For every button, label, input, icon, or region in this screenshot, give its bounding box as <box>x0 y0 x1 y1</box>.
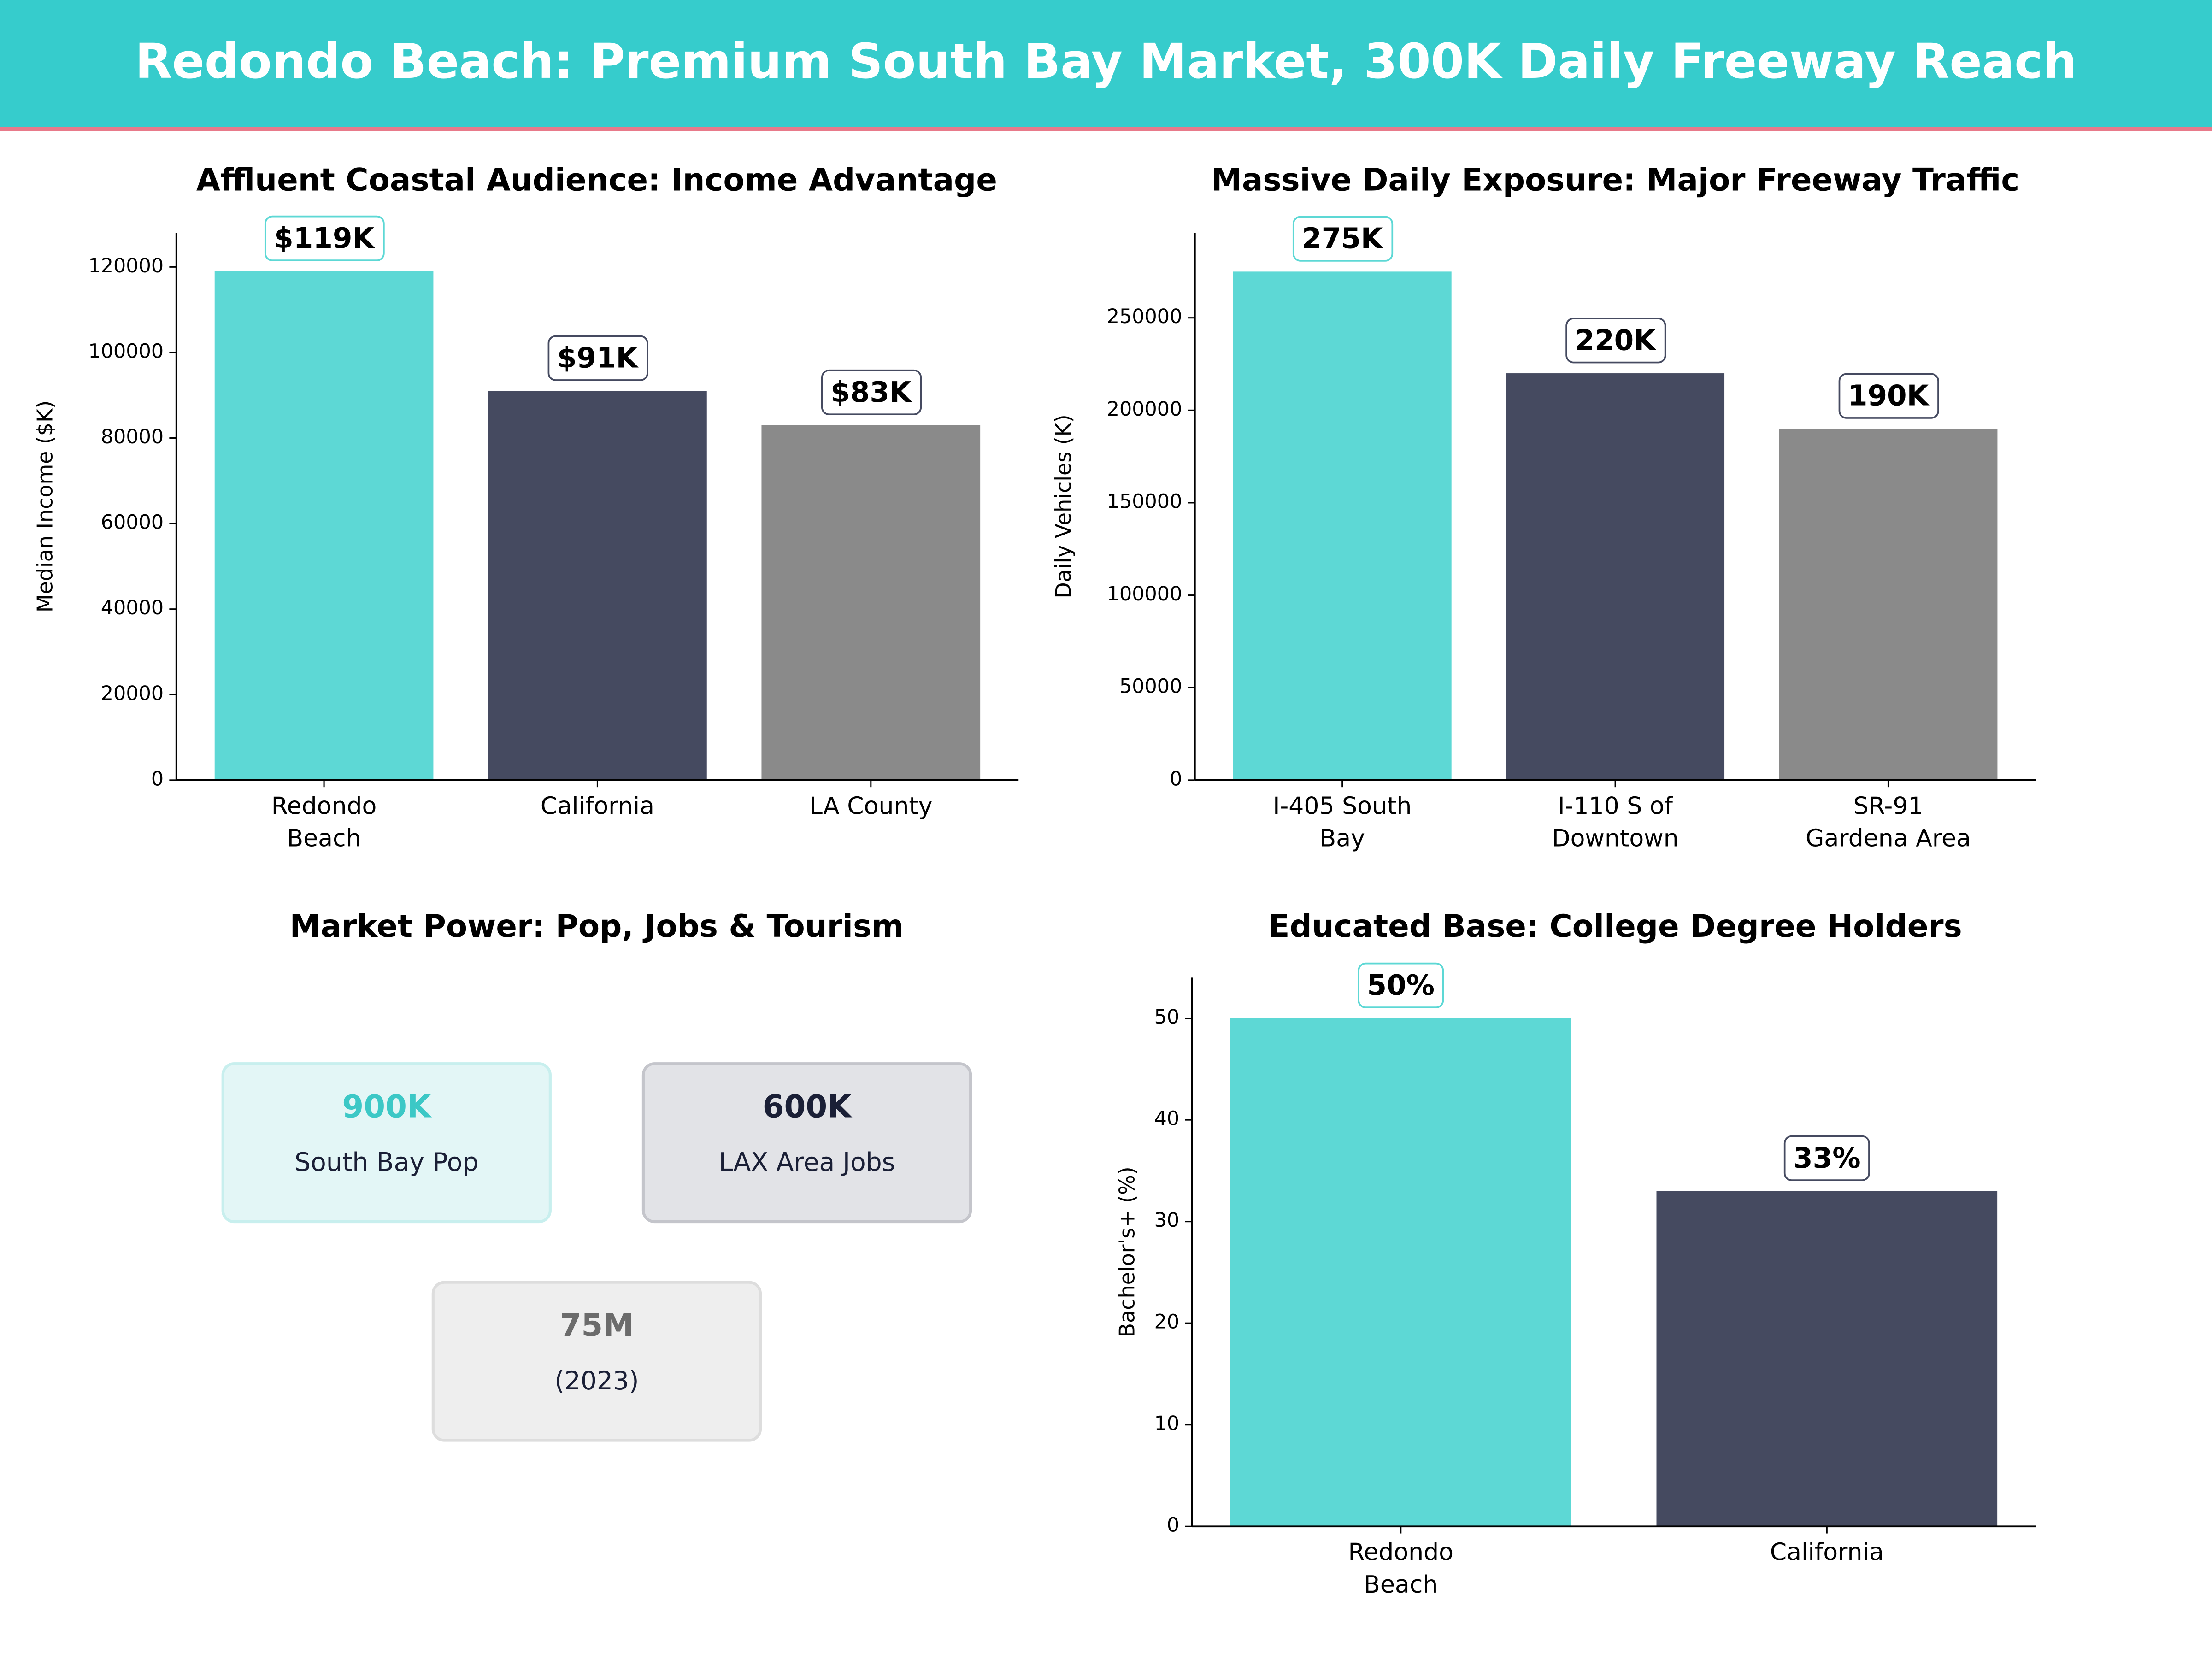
chart-title: Market Power: Pop, Jobs & Tourism <box>290 908 904 944</box>
bar <box>1233 271 1452 780</box>
y-tick-label: 50000 <box>1119 675 1182 698</box>
x-tick-label: Redondo Beach <box>271 792 377 852</box>
y-axis-label: Bachelor's+ (%) <box>1114 1166 1139 1337</box>
value-label-box <box>264 215 385 261</box>
bar <box>214 271 434 780</box>
y-tick-label: 0 <box>1167 1514 1179 1537</box>
value-label: $119K <box>274 222 375 255</box>
header-accent <box>0 127 2212 131</box>
value-label: 275K <box>1302 223 1384 255</box>
value-label-box <box>1358 962 1444 1008</box>
stat-card <box>641 1062 972 1224</box>
stat-value: 600K <box>763 1088 853 1125</box>
stat-label: South Bay Pop <box>294 1147 478 1177</box>
value-label: 33% <box>1793 1142 1861 1175</box>
x-tick-label: I-110 S of Downtown <box>1552 792 1679 852</box>
y-tick-label: 30 <box>1154 1209 1180 1232</box>
y-tick-label: 50 <box>1154 1006 1180 1029</box>
y-tick-label: 20 <box>1154 1311 1180 1334</box>
value-label: 220K <box>1575 324 1657 357</box>
value-label: 50% <box>1367 969 1435 1002</box>
y-tick-label: 10 <box>1154 1412 1180 1435</box>
x-tick-label: California <box>1770 1539 1884 1566</box>
value-label-box <box>1838 373 1939 419</box>
y-tick-label: 0 <box>151 767 164 790</box>
chart-title: Educated Base: College Degree Holders <box>1269 908 1962 944</box>
value-label: 190K <box>1848 380 1930 412</box>
value-label: $91K <box>557 342 639 375</box>
y-tick-label: 100000 <box>88 340 164 363</box>
y-tick-label: 40 <box>1154 1107 1180 1130</box>
x-tick-label: I-405 South Bay <box>1273 792 1412 852</box>
stat-label: (2023) <box>554 1366 639 1395</box>
bar <box>1779 429 1998 780</box>
y-axis-label: Median Income ($K) <box>33 400 58 612</box>
stat-card <box>221 1062 552 1224</box>
y-tick-label: 40000 <box>101 596 164 619</box>
y-axis-label: Daily Vehicles (K) <box>1051 414 1076 598</box>
bar <box>488 391 707 780</box>
value-label-box <box>1565 318 1666 364</box>
y-tick-label: 100000 <box>1107 582 1182 606</box>
y-tick-label: 80000 <box>101 425 164 448</box>
bar <box>1656 1191 1998 1527</box>
page-title: Redondo Beach: Premium South Bay Market,… <box>135 33 2077 89</box>
chart-title: Affluent Coastal Audience: Income Advant… <box>196 161 997 198</box>
y-tick-label: 20000 <box>101 682 164 705</box>
value-label: $83K <box>830 376 912 409</box>
x-tick-label: Redondo Beach <box>1348 1539 1453 1599</box>
y-tick-label: 150000 <box>1107 490 1182 513</box>
stat-value: 75M <box>560 1307 634 1343</box>
x-tick-label: SR-91 Gardena Area <box>1806 792 1971 852</box>
bar <box>1506 373 1725 780</box>
stat-value: 900K <box>342 1088 432 1125</box>
y-tick-label: 60000 <box>101 511 164 534</box>
y-tick-label: 0 <box>1170 767 1182 790</box>
stat-label: LAX Area Jobs <box>719 1147 895 1177</box>
x-tick-label: LA County <box>809 792 933 820</box>
value-label-box <box>547 335 648 381</box>
bar <box>1230 1018 1571 1527</box>
y-tick-label: 200000 <box>1107 398 1182 421</box>
value-label-box <box>821 369 922 416</box>
chart-title: Massive Daily Exposure: Major Freeway Tr… <box>1211 161 2019 198</box>
bar <box>761 425 981 780</box>
value-label-box <box>1783 1135 1870 1181</box>
y-tick-label: 120000 <box>88 254 164 277</box>
x-tick-label: California <box>541 792 654 820</box>
value-label-box <box>1292 216 1394 262</box>
stat-card <box>431 1281 762 1442</box>
header-bar <box>0 0 2212 127</box>
y-tick-label: 250000 <box>1107 305 1182 328</box>
